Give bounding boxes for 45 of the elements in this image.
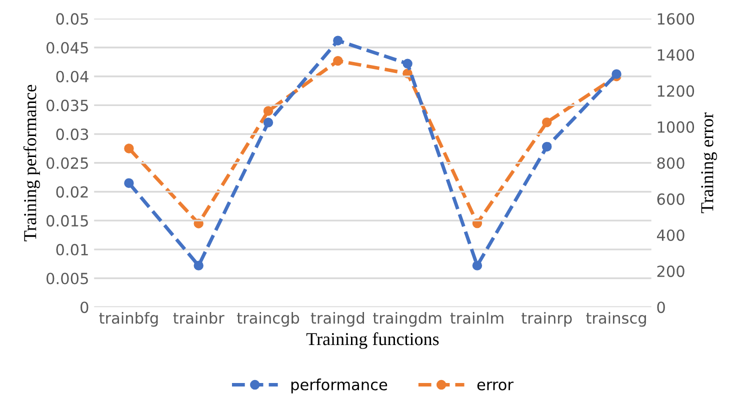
point [612, 69, 622, 79]
point [263, 106, 274, 116]
y2-tick-label: 600 [657, 193, 684, 205]
x-tick-label: trainbfg [99, 312, 158, 327]
y-tick-label: 0.045 [46, 42, 88, 54]
y2-tick-label: 0 [657, 302, 665, 314]
point [542, 142, 552, 152]
y-tick-label: 0.04 [56, 70, 88, 82]
x-tick-label: trainlm [450, 312, 504, 324]
y-tick-label: 0 [80, 302, 88, 314]
y2-axis-title: Training error [701, 112, 718, 214]
y-tick-label: 0.02 [56, 186, 88, 198]
x-axis-title: Training functions [306, 332, 439, 349]
point [402, 58, 412, 69]
point [124, 178, 134, 188]
y-tick-label: 0.01 [56, 244, 88, 256]
point [124, 144, 134, 154]
y-tick-label: 0.025 [46, 157, 88, 169]
y-tick-label: 0.05 [56, 13, 88, 25]
x-tick-label: trainrp [522, 312, 572, 327]
x-tick-label: traingdm [373, 312, 442, 327]
point [333, 56, 343, 66]
x-tick-label: trainscg [586, 312, 646, 327]
point [194, 260, 204, 270]
point [472, 260, 482, 270]
y2-tick-label: 1200 [658, 85, 694, 97]
x-tick-label: traingd [310, 312, 364, 327]
y2-tick-label: 1000 [658, 121, 694, 133]
point [333, 36, 343, 46]
y2-tick-label: 200 [657, 266, 684, 278]
x-tick-label: trainbr [173, 312, 224, 324]
y-tick-label: 0.005 [46, 272, 88, 284]
point [542, 117, 552, 128]
y-axis-title: Training performance [23, 84, 40, 242]
x-tick-label: traincgb [236, 312, 300, 327]
point [263, 118, 274, 128]
y2-tick-label: 400 [656, 229, 684, 242]
y-tick-label: 0.035 [46, 100, 88, 112]
legend-label: error [477, 382, 514, 390]
y2-tick-label: 800 [657, 157, 684, 169]
y2-tick-label: 1400 [658, 49, 694, 61]
y2-tick-label: 1600 [658, 13, 694, 25]
y-tick-label: 0.015 [46, 215, 88, 227]
legend-label: performance [291, 378, 388, 394]
y-tick-label: 0.03 [56, 128, 88, 140]
